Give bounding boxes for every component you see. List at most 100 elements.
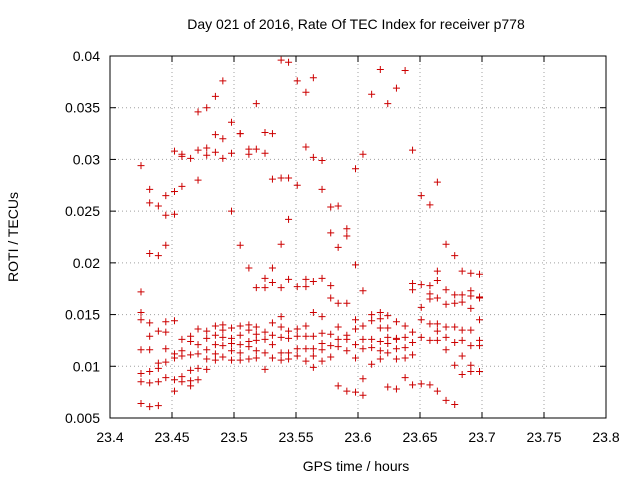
- data-point-marker: [343, 335, 351, 343]
- y-tick-label: 0.035: [65, 100, 100, 116]
- data-point-marker: [433, 336, 441, 344]
- data-point-marker: [154, 252, 162, 260]
- data-point-marker: [277, 284, 285, 292]
- data-point-marker: [433, 387, 441, 395]
- data-point-marker: [417, 333, 425, 341]
- data-point-marker: [433, 320, 441, 328]
- data-point-marker: [285, 58, 293, 66]
- data-point-marker: [194, 146, 202, 154]
- data-point-marker: [451, 291, 459, 299]
- data-point-marker: [359, 322, 367, 330]
- data-point-marker: [261, 365, 269, 373]
- data-point-marker: [409, 328, 417, 336]
- data-point-marker: [154, 378, 162, 386]
- data-point-marker: [146, 250, 154, 258]
- data-point-marker: [343, 299, 351, 307]
- data-point-marker: [458, 336, 466, 344]
- data-point-marker: [277, 174, 285, 182]
- data-point-marker: [211, 92, 219, 100]
- data-point-marker: [203, 327, 211, 335]
- data-point-marker: [359, 391, 367, 399]
- data-point-marker: [309, 309, 317, 317]
- data-point-marker: [170, 387, 178, 395]
- data-point-marker: [467, 304, 475, 312]
- data-point-marker: [285, 334, 293, 342]
- data-point-marker: [426, 336, 434, 344]
- data-point-marker: [334, 343, 342, 351]
- data-point-marker: [417, 281, 425, 289]
- data-point-marker: [409, 351, 417, 359]
- data-point-marker: [211, 341, 219, 349]
- data-point-marker: [293, 345, 301, 353]
- data-point-marker: [178, 378, 186, 386]
- data-point-marker: [442, 286, 450, 294]
- data-point-marker: [146, 185, 154, 193]
- data-point-marker: [211, 131, 219, 139]
- data-point-marker: [359, 150, 367, 158]
- data-point-marker: [245, 150, 253, 158]
- data-point-marker: [187, 366, 195, 374]
- data-point-marker: [146, 379, 154, 387]
- data-point-marker: [277, 56, 285, 64]
- data-point-marker: [433, 178, 441, 186]
- data-point-marker: [187, 382, 195, 390]
- data-point-marker: [203, 144, 211, 152]
- data-point-marker: [261, 149, 269, 157]
- data-point-marker: [211, 322, 219, 330]
- data-point-marker: [252, 354, 260, 362]
- data-point-marker: [451, 299, 459, 307]
- y-tick-labels: 0.005 0.01 0.015 0.02 0.025 0.03 0.035 0.04: [65, 48, 100, 426]
- x-tick-label: 23.4: [96, 429, 123, 445]
- x-tick-label: 23.65: [402, 429, 437, 445]
- data-point-marker: [392, 385, 400, 393]
- data-point-marker: [261, 335, 269, 343]
- data-point-marker: [261, 349, 269, 357]
- data-point-marker: [309, 332, 317, 340]
- data-point-marker: [293, 181, 301, 189]
- x-tick-label: 23.5: [220, 429, 247, 445]
- data-point-marker: [417, 192, 425, 200]
- data-point-marker: [236, 341, 244, 349]
- y-tick-label: 0.01: [73, 358, 100, 374]
- data-point-marker: [376, 355, 384, 363]
- data-point-marker: [170, 147, 178, 155]
- data-point-marker: [245, 264, 253, 272]
- data-point-marker: [384, 349, 392, 357]
- data-point-marker: [426, 381, 434, 389]
- data-point-marker: [309, 153, 317, 161]
- data-point-marker: [302, 322, 310, 330]
- data-point-marker: [401, 66, 409, 74]
- data-point-marker: [261, 274, 269, 282]
- y-axis-label: ROTI / TECUs: [5, 192, 21, 282]
- data-point-marker: [318, 274, 326, 282]
- data-point-marker: [334, 382, 342, 390]
- data-point-marker: [162, 328, 170, 336]
- data-point-marker: [154, 327, 162, 335]
- data-point-marker: [203, 365, 211, 373]
- data-point-marker: [392, 355, 400, 363]
- data-point-marker: [228, 340, 236, 348]
- data-point-marker: [178, 352, 186, 360]
- data-point-marker: [442, 396, 450, 404]
- data-point-marker: [187, 351, 195, 359]
- data-point-marker: [261, 284, 269, 292]
- data-point-marker: [392, 345, 400, 353]
- data-point-marker: [401, 374, 409, 382]
- data-point-marker: [252, 100, 260, 108]
- data-point-marker: [245, 343, 253, 351]
- data-point-marker: [228, 324, 236, 332]
- data-point-marker: [252, 145, 260, 153]
- data-point-marker: [203, 104, 211, 112]
- data-point-marker: [203, 334, 211, 342]
- data-point-marker: [252, 347, 260, 355]
- data-point-marker: [384, 333, 392, 341]
- data-point-marker: [162, 211, 170, 219]
- data-point-marker: [442, 300, 450, 308]
- data-point-marker: [327, 294, 335, 302]
- data-point-marker: [245, 326, 253, 334]
- x-tick-labels: 23.4 23.45 23.5 23.55 23.6 23.65 23.7 23.75 23.8: [96, 429, 619, 445]
- data-point-marker: [211, 331, 219, 339]
- data-point-marker: [252, 336, 260, 344]
- data-point-marker: [302, 357, 310, 365]
